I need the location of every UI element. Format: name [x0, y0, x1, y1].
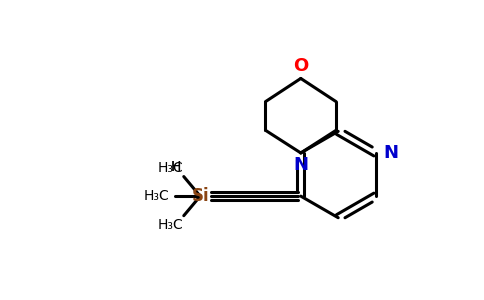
Text: H₃C: H₃C — [158, 160, 184, 175]
Text: N: N — [293, 156, 308, 174]
Text: H₃C: H₃C — [158, 218, 184, 232]
Text: Si: Si — [191, 187, 209, 205]
Text: O: O — [293, 56, 308, 74]
Text: H: H — [171, 160, 182, 174]
Text: N: N — [383, 144, 398, 162]
Text: H: H — [171, 160, 182, 174]
Text: H₃C: H₃C — [144, 189, 170, 203]
